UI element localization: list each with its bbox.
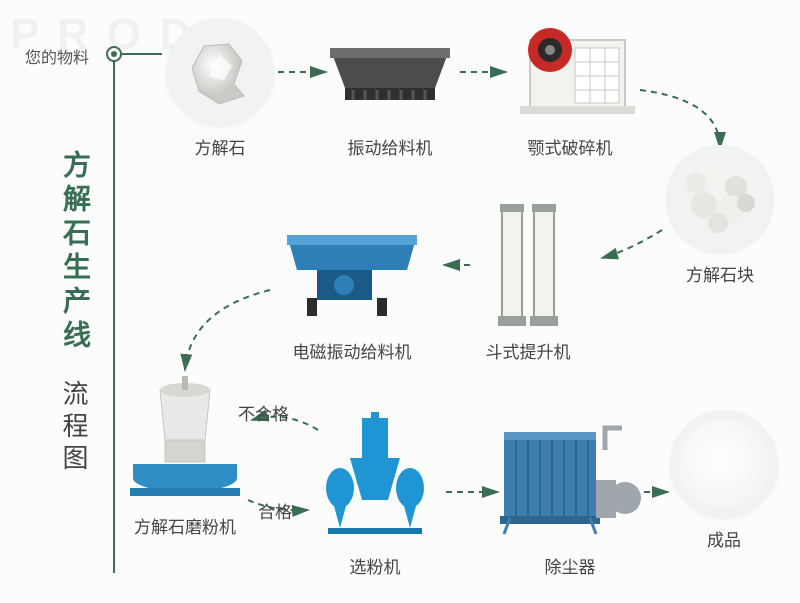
sidebar: 您的物料 方解石生产线 流程图 <box>0 0 125 603</box>
node-label: 方解石磨粉机 <box>110 513 260 538</box>
powder-selector-icon <box>300 410 450 545</box>
vibrating-feeder-icon <box>315 18 465 126</box>
diagram-subtitle: 流程图 <box>56 380 93 476</box>
node-dust-collector: 除尘器 <box>490 410 650 578</box>
node-calcite-raw: 方解石 <box>160 18 280 159</box>
material-label: 您的物料 <box>25 44 89 68</box>
jaw-crusher-icon <box>490 18 650 126</box>
sidebar-node-dot <box>106 46 122 62</box>
node-label: 方解石 <box>160 134 280 159</box>
node-jaw-crusher: 颚式破碎机 <box>490 18 650 159</box>
calcite-raw-icon <box>166 18 274 126</box>
calcite-block-icon <box>666 145 774 253</box>
diagram-title: 方解石生产线 <box>55 150 95 354</box>
node-grinding-mill: 方解石磨粉机 <box>110 370 260 538</box>
node-bucket-elevator: 斗式提升机 <box>458 200 598 363</box>
fail-label: 不合格 <box>238 400 289 425</box>
node-label: 方解石块 <box>660 261 780 286</box>
node-calcite-block: 方解石块 <box>660 145 780 286</box>
finished-product-icon <box>670 410 778 518</box>
node-label: 成品 <box>664 526 784 551</box>
node-finished-product: 成品 <box>664 410 784 551</box>
bucket-elevator-icon <box>458 200 598 330</box>
grinding-mill-icon <box>110 370 260 505</box>
node-label: 电磁振动给料机 <box>262 338 442 363</box>
node-electromagnetic-feeder: 电磁振动给料机 <box>262 200 442 363</box>
dust-collector-icon <box>490 410 650 545</box>
node-label: 斗式提升机 <box>458 338 598 363</box>
sidebar-connector <box>122 53 162 55</box>
pass-label: 合格 <box>258 498 292 523</box>
node-powder-selector: 选粉机 <box>300 410 450 578</box>
node-vibrating-feeder: 振动给料机 <box>315 18 465 159</box>
node-label: 选粉机 <box>300 553 450 578</box>
node-label: 振动给料机 <box>315 134 465 159</box>
node-label: 颚式破碎机 <box>490 134 650 159</box>
node-label: 除尘器 <box>490 553 650 578</box>
electromagnetic-feeder-icon <box>262 200 442 330</box>
